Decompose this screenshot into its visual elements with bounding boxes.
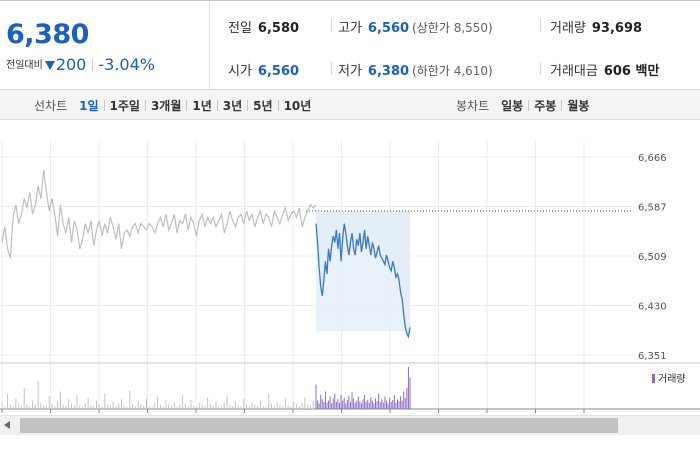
volume-legend-label: 거래량	[658, 373, 686, 385]
change-divider	[92, 59, 94, 71]
lower-limit-label: 하한가	[416, 64, 450, 78]
volume-cell: 거래량 93,698	[550, 17, 642, 36]
scroll-thumb[interactable]	[20, 418, 618, 433]
down-arrow-icon	[44, 61, 55, 70]
price-box: 6,380 전일대비 200 -3.04%	[0, 1, 210, 90]
chart-scrollbar[interactable]	[0, 415, 700, 435]
line-chart-label: 선차트	[34, 99, 68, 113]
tab-line-period-4[interactable]: 3년	[222, 99, 243, 113]
change-percent: -3.04%	[98, 55, 155, 74]
trade-value-label: 거래대금	[550, 64, 598, 79]
current-price: 6,380	[6, 19, 89, 50]
tab-candle-period-2[interactable]: 월봉	[567, 99, 590, 113]
volume-legend-swatch	[652, 374, 655, 383]
open-cell: 시가 6,560	[228, 60, 299, 79]
chart-period-tabs: 선차트 1일 1주일 3개월 1년 3년 5년 10년 봉차트 일봉 주봉 월봉	[0, 90, 700, 120]
info-divider	[331, 62, 332, 75]
quote-summary: 6,380 전일대비 200 -3.04% 전일 6,580 고가 6,560 (상한가 …	[0, 0, 700, 90]
high-cell: 고가 6,560 (상한가 8,550)	[338, 21, 493, 36]
series-today-line	[315, 223, 411, 339]
today-range-band	[316, 211, 410, 332]
upper-limit-label: 상한가	[416, 21, 450, 35]
tab-divider	[103, 100, 105, 111]
trade-value: 606 백만	[603, 64, 660, 79]
change-value: 200	[55, 55, 87, 74]
high-value: 6,560	[367, 21, 410, 36]
candle-chart-tabs: 봉차트 일봉 주봉 월봉	[456, 97, 589, 114]
tab-divider	[247, 100, 249, 111]
tab-line-period-3[interactable]: 1년	[192, 99, 212, 113]
scroll-left-icon[interactable]	[4, 421, 10, 429]
change-row: 전일대비 200 -3.04%	[6, 55, 155, 74]
tab-line-period-6[interactable]: 10년	[283, 99, 312, 113]
tab-candle-period-0[interactable]: 일봉	[501, 99, 524, 113]
line-chart-tabs: 선차트 1일 1주일 3개월 1년 3년 5년 10년	[34, 97, 311, 114]
tab-divider	[561, 100, 563, 111]
volume-label: 거래량	[550, 21, 586, 36]
tab-divider	[528, 100, 530, 111]
prev-close-value: 6,580	[257, 21, 300, 36]
tab-divider	[144, 100, 146, 111]
y-tick-label: 6,666	[638, 153, 667, 164]
tab-line-period-1[interactable]: 1주일	[109, 99, 140, 113]
info-divider	[331, 19, 332, 32]
prev-close-label: 전일	[228, 21, 252, 36]
lower-limit-value: 4,610	[453, 64, 489, 78]
info-divider	[540, 19, 541, 32]
y-tick-label: 6,509	[638, 252, 667, 263]
intraday-chart[interactable]: 6,666 6,587 6,509 6,430 6,351 거래량	[0, 121, 700, 415]
volume-value: 93,698	[591, 21, 643, 36]
info-divider	[540, 62, 541, 75]
open-value: 6,560	[257, 64, 300, 79]
low-value: 6,380	[367, 64, 410, 79]
tab-divider	[277, 100, 279, 111]
upper-limit-value: 8,550	[453, 21, 489, 35]
high-label: 고가	[338, 21, 362, 36]
price-chart-svg: 6,666 6,587 6,509 6,430 6,351 거래량	[0, 141, 700, 413]
y-tick-label: 6,587	[638, 203, 667, 214]
tab-line-period-5[interactable]: 5년	[253, 99, 273, 113]
low-label: 저가	[338, 64, 362, 79]
change-label: 전일대비	[6, 60, 43, 71]
y-tick-label: 6,430	[638, 302, 667, 313]
tab-line-period-0[interactable]: 1일	[79, 99, 99, 113]
y-tick-label: 6,351	[638, 351, 667, 362]
prev-close-cell: 전일 6,580	[228, 17, 299, 36]
tab-divider	[186, 100, 188, 111]
tab-divider	[216, 100, 218, 111]
candle-chart-label: 봉차트	[456, 99, 490, 113]
open-label: 시가	[228, 64, 252, 79]
tab-line-period-2[interactable]: 3개월	[150, 99, 182, 113]
series-previous-day-line	[1, 170, 317, 259]
low-cell: 저가 6,380 (하한가 4,610)	[338, 64, 493, 79]
tab-candle-period-1[interactable]: 주봉	[534, 99, 557, 113]
trade-value-cell: 거래대금 606 백만	[550, 60, 659, 79]
